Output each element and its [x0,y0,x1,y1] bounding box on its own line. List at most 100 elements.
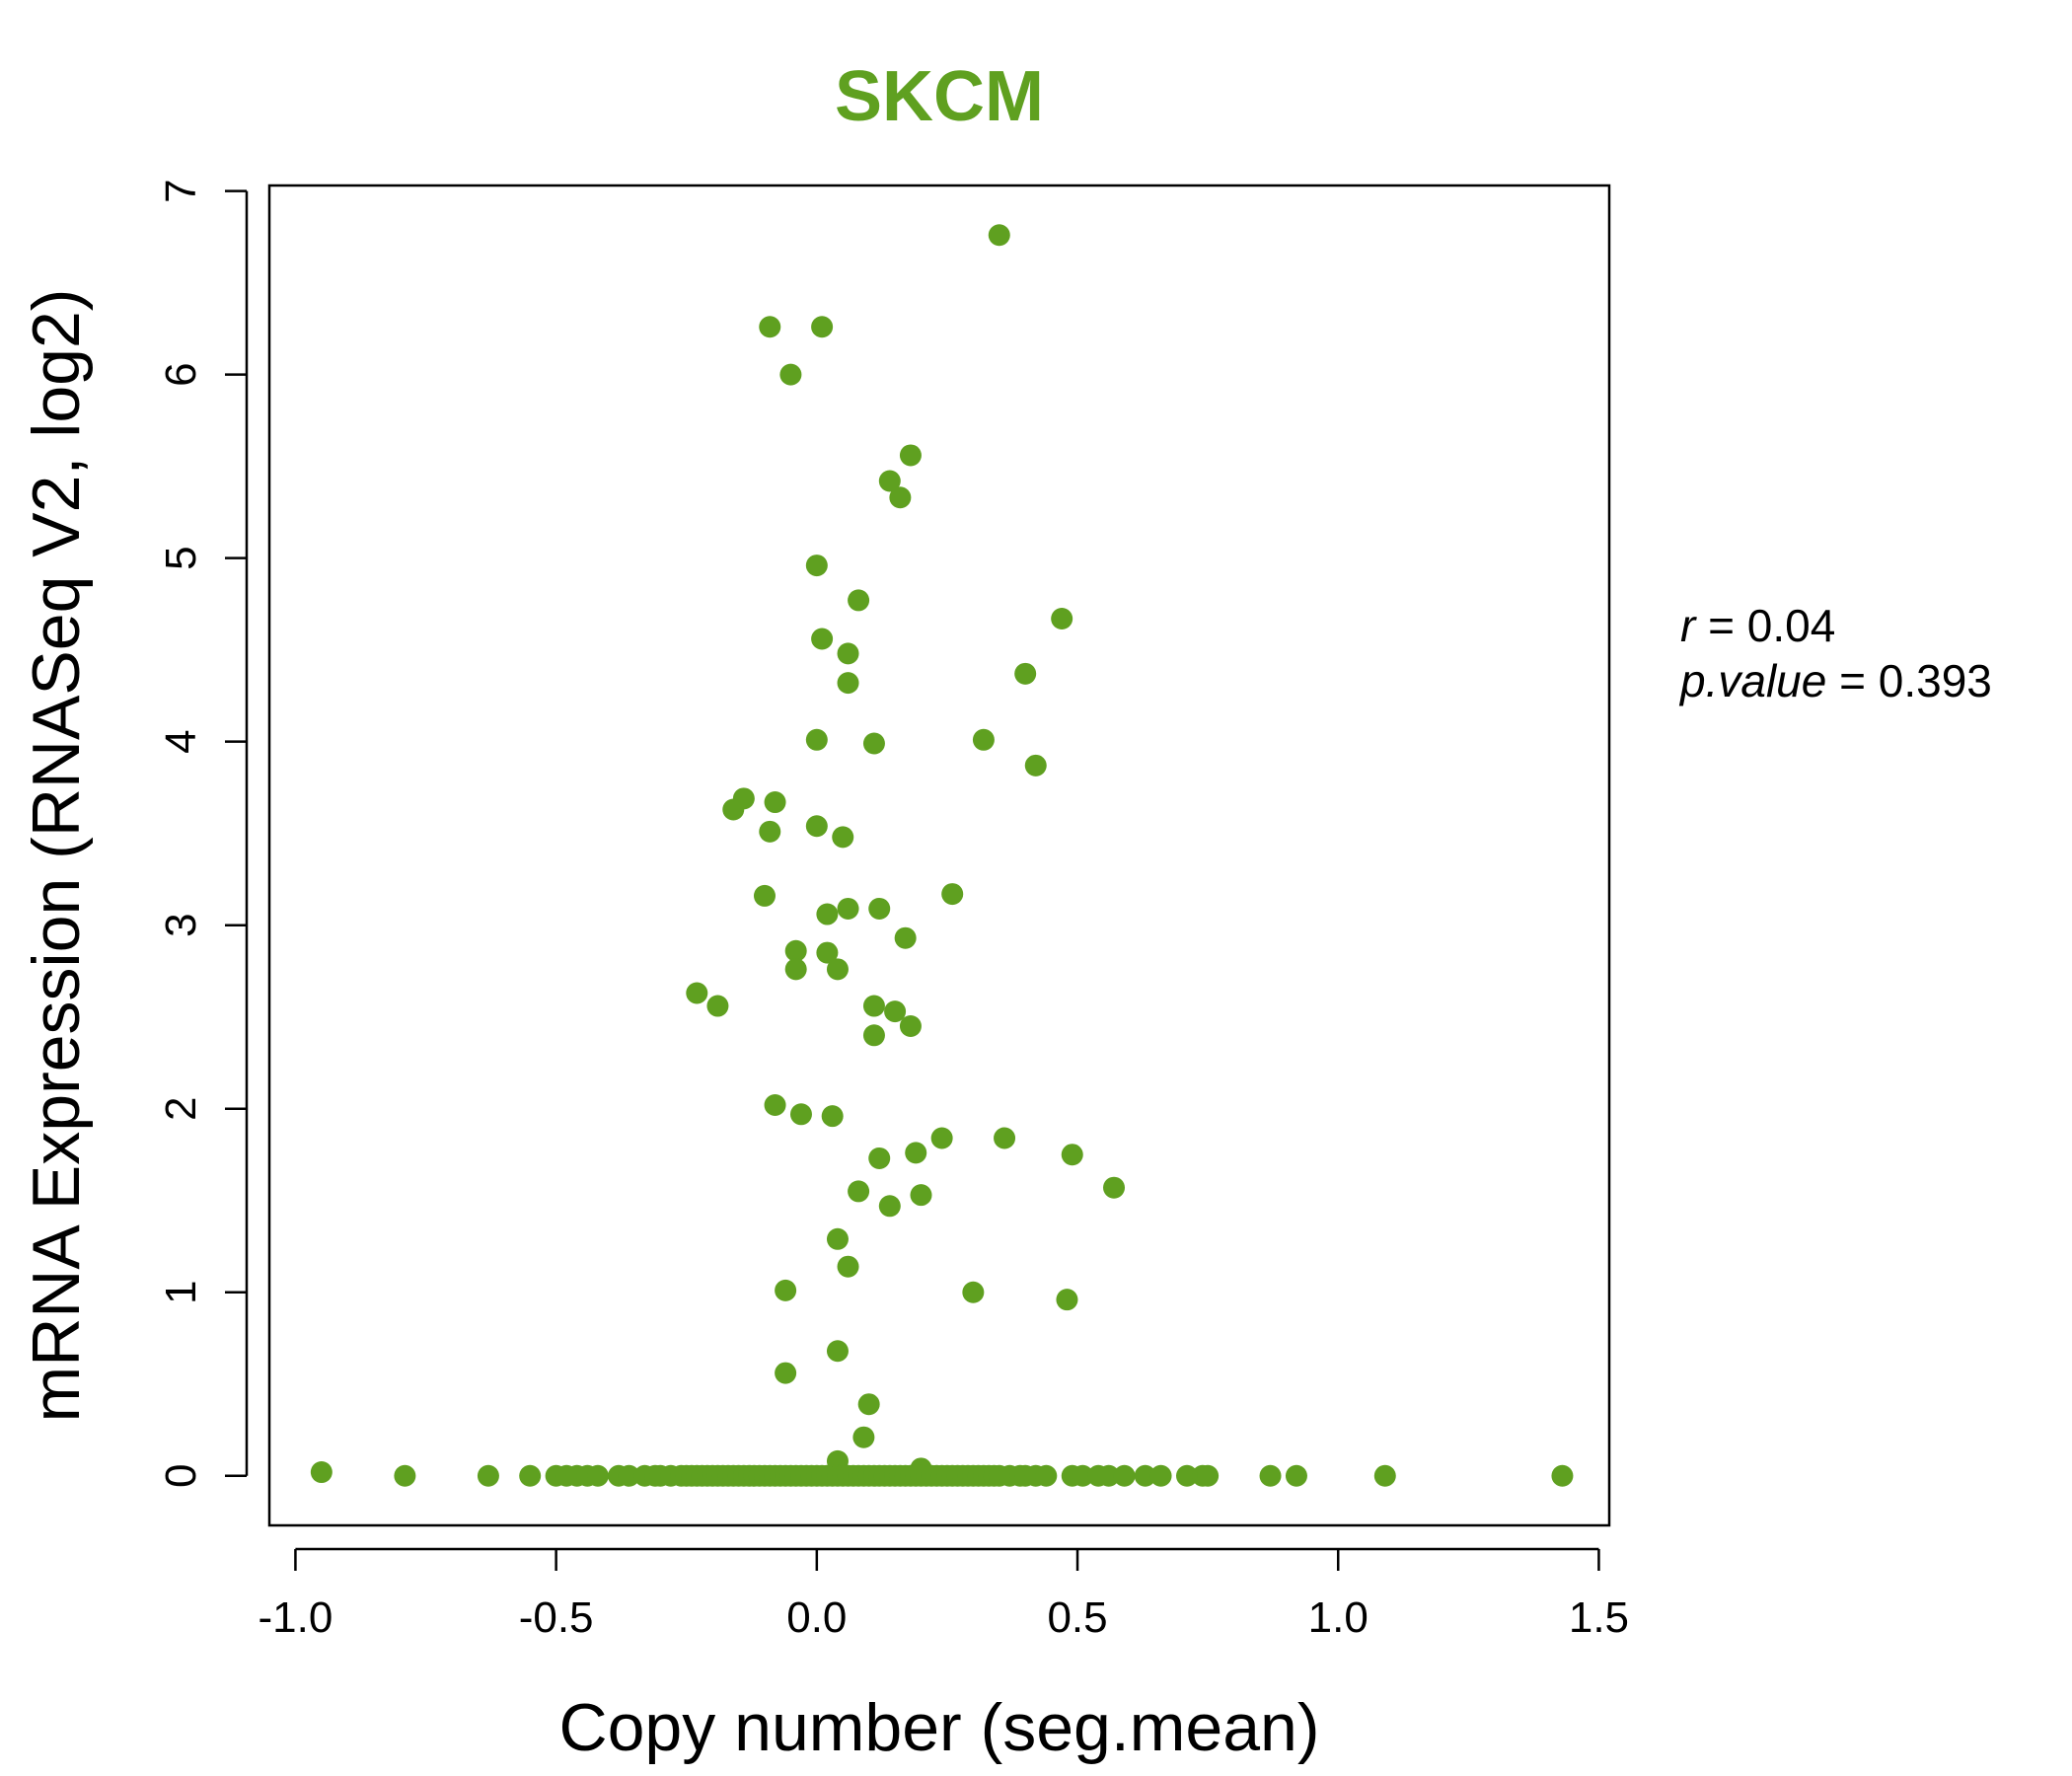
data-point [686,982,708,1004]
data-point [821,1105,844,1128]
data-point [1285,1464,1307,1487]
data-point [837,672,859,695]
correlation-stats: r = 0.04 p.value = 0.393 [1678,600,1992,706]
data-point [1103,1176,1126,1199]
data-point [826,958,849,981]
y-axis: 0 1 2 3 4 5 6 7 [157,179,249,1488]
data-point [1373,1464,1396,1487]
y-tick-label: 0 [157,1464,205,1488]
p-equals: = [1826,655,1878,706]
data-point [868,1147,891,1169]
data-point [805,815,828,838]
r-equals: = [1695,600,1746,651]
data-point [1056,1289,1078,1311]
data-point [837,1255,859,1278]
data-point [805,555,828,577]
x-tick-label: -0.5 [519,1593,594,1642]
r-statistic: r = 0.04 [1680,600,1835,651]
data-point [1175,1464,1198,1487]
data-point [477,1464,499,1487]
data-point [894,926,917,949]
data-point [857,1393,880,1416]
data-point [394,1464,416,1487]
data-point [862,995,885,1017]
data-point [899,444,922,467]
x-tick-label: -1.0 [259,1593,333,1642]
data-point [848,589,870,612]
data-point [759,820,781,843]
data-point [706,995,729,1017]
data-point [1035,1464,1058,1487]
x-tick-label: 1.5 [1569,1593,1629,1642]
data-point [868,897,891,920]
data-point [1134,1464,1156,1487]
y-tick-label: 5 [157,546,205,569]
y-tick-label: 3 [157,913,205,936]
data-point [816,903,839,925]
data-point [941,883,964,906]
data-points [310,224,1574,1487]
data-point [775,1279,797,1301]
data-point [905,1142,927,1164]
data-point [784,958,807,981]
x-axis: -1.0 -0.5 0.0 0.5 1.0 1.5 [259,1547,1629,1642]
data-point [837,897,859,920]
p-value-label: p.value [1678,655,1826,706]
chart-title: SKCM [835,57,1044,136]
data-point [759,316,781,338]
y-tick-label: 1 [157,1281,205,1304]
data-point [1024,754,1047,777]
data-point [618,1464,640,1487]
data-point [519,1464,542,1487]
r-label: r [1680,600,1697,651]
data-point [816,941,839,964]
p-value: 0.393 [1879,655,1992,706]
data-point [1113,1464,1136,1487]
data-point [930,1127,953,1149]
data-point [826,1340,849,1363]
data-point [722,798,745,821]
x-tick-label: 0.5 [1047,1593,1107,1642]
data-point [878,1195,901,1218]
data-point [862,732,885,755]
data-point [753,884,776,907]
data-point [310,1461,333,1484]
y-tick-label: 7 [157,179,205,202]
data-point [889,486,912,509]
data-point [899,1015,922,1038]
data-point [1551,1464,1574,1487]
data-point [1149,1464,1172,1487]
data-point [1072,1464,1094,1487]
data-point [884,1000,907,1023]
y-axis-title: mRNA Expression (RNASeq V2, log2) [19,289,94,1423]
x-tick-label: 0.0 [786,1593,847,1642]
r-value: 0.04 [1747,600,1836,651]
p-value-statistic: p.value = 0.393 [1678,655,1992,706]
data-point [1051,608,1073,630]
data-point [811,316,834,338]
data-point [805,728,828,751]
data-point [784,939,807,962]
data-point [962,1281,985,1303]
data-point [779,363,802,386]
y-tick-label: 4 [157,729,205,753]
data-point [764,791,786,814]
data-point [910,1184,932,1207]
x-tick-label: 1.0 [1308,1593,1369,1642]
data-point [586,1464,609,1487]
plot-area-frame [267,184,1611,1527]
data-point [1014,662,1037,685]
y-tick-label: 2 [157,1096,205,1120]
data-point [862,1024,885,1047]
data-point [764,1093,786,1116]
data-point [988,224,1010,247]
data-point [1097,1464,1120,1487]
data-point [832,826,854,849]
data-point [994,1127,1016,1149]
data-point [826,1227,849,1250]
data-point [972,728,995,751]
data-point [878,470,901,492]
data-point [811,628,834,650]
x-axis-title: Copy number (seg.mean) [558,1690,1319,1765]
